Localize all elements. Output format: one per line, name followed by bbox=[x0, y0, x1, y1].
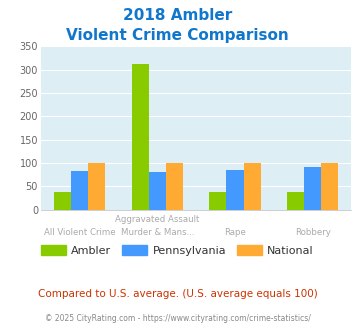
Text: Murder & Mans...: Murder & Mans... bbox=[121, 228, 194, 237]
Bar bbox=[321, 163, 338, 210]
Bar bbox=[226, 170, 244, 210]
Bar bbox=[166, 163, 183, 210]
Legend: Ambler, Pennsylvania, National: Ambler, Pennsylvania, National bbox=[37, 240, 318, 260]
Bar bbox=[88, 163, 105, 210]
Bar bbox=[149, 172, 166, 210]
Text: Rape: Rape bbox=[224, 228, 246, 237]
Bar bbox=[304, 167, 321, 210]
Bar bbox=[71, 171, 88, 210]
Bar bbox=[54, 192, 71, 210]
Text: Robbery: Robbery bbox=[295, 228, 331, 237]
Text: All Violent Crime: All Violent Crime bbox=[44, 228, 115, 237]
Text: © 2025 CityRating.com - https://www.cityrating.com/crime-statistics/: © 2025 CityRating.com - https://www.city… bbox=[45, 314, 310, 323]
Bar bbox=[244, 163, 261, 210]
Bar bbox=[287, 192, 304, 210]
Text: Violent Crime Comparison: Violent Crime Comparison bbox=[66, 28, 289, 43]
Text: 2018 Ambler: 2018 Ambler bbox=[123, 8, 232, 23]
Bar bbox=[132, 64, 149, 210]
Bar bbox=[209, 192, 226, 210]
Text: Aggravated Assault: Aggravated Assault bbox=[115, 215, 200, 224]
Text: Compared to U.S. average. (U.S. average equals 100): Compared to U.S. average. (U.S. average … bbox=[38, 289, 317, 299]
